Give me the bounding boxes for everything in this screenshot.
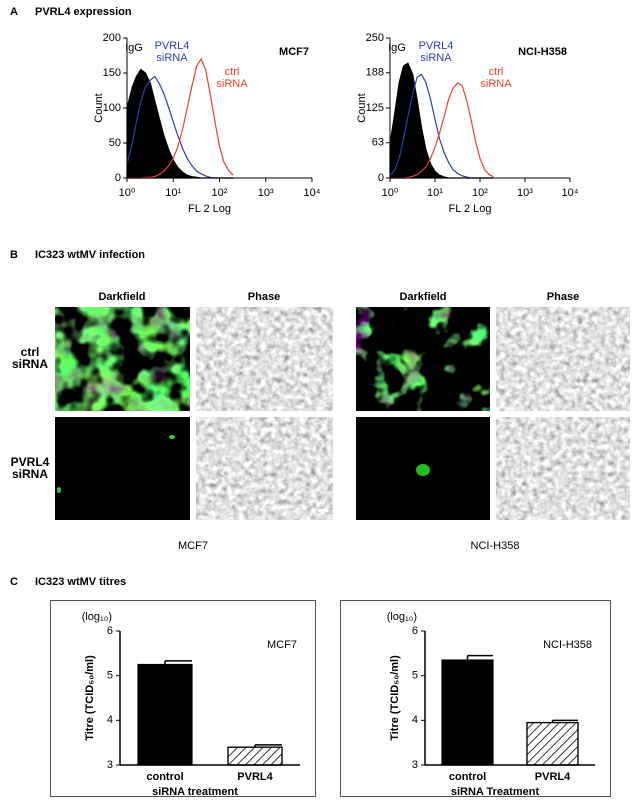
y-tick-label: 125	[366, 102, 384, 114]
y-axis-label: Count	[93, 93, 105, 122]
y-unit-label: (log₁₀)	[82, 611, 112, 623]
series-label: PVRL4 siRNA	[418, 40, 454, 64]
column-header: Darkfield	[98, 291, 145, 303]
x-tick-label: 10²	[212, 187, 228, 199]
x-tick-label: 10⁰	[382, 187, 399, 199]
cell-line-label: NCI-H358	[471, 540, 520, 552]
column-header: Phase	[248, 291, 280, 303]
x-axis-label: FL 2 Log	[188, 203, 231, 215]
infection-signal	[356, 307, 490, 411]
row-label: ctrl siRNA	[11, 345, 48, 371]
panel-title: PVRL4 expression	[35, 6, 132, 18]
y-tick-label: 3	[107, 759, 113, 771]
phase-image	[496, 417, 630, 520]
x-tick-label: 10⁰	[119, 187, 136, 199]
chart-title: MCF7	[267, 639, 297, 651]
panel-letter: A	[10, 6, 18, 18]
x-tick-label: 10¹	[427, 187, 443, 199]
y-tick-label: 4	[412, 714, 418, 726]
x-axis-label: FL 2 Log	[448, 203, 491, 215]
x-axis-label: siRNA treatment	[152, 786, 238, 798]
chart-title: MCF7	[279, 46, 309, 58]
series-label: IgG	[125, 42, 143, 54]
bar-hatch	[227, 746, 283, 766]
y-tick-label: 188	[366, 67, 384, 79]
x-tick-label: PVRL4	[237, 771, 273, 783]
y-tick-label: 5	[107, 670, 113, 682]
x-tick-label: PVRL4	[535, 771, 571, 783]
y-tick-label: 0	[378, 172, 384, 184]
y-tick-label: 250	[366, 32, 384, 44]
infection-signal	[416, 464, 430, 476]
y-axis-label: Count	[356, 93, 368, 122]
panel-title: IC323 wtMV titres	[35, 576, 126, 588]
series-label: ctrl siRNA	[216, 66, 248, 90]
series-label: PVRL4 siRNA	[154, 40, 190, 64]
chart-title: NCI-H358	[543, 639, 592, 651]
bar-hatch	[526, 721, 579, 766]
bar	[137, 663, 193, 766]
y-unit-label: (log₁₀)	[387, 611, 417, 623]
infection-signal	[55, 307, 190, 411]
phase-image	[196, 417, 333, 520]
y-tick-label: 0	[115, 172, 121, 184]
x-tick-label: control	[449, 771, 486, 783]
y-tick-label: 3	[412, 759, 418, 771]
micrographs	[55, 307, 630, 520]
panel-letter: B	[10, 249, 18, 261]
series-label: ctrl siRNA	[480, 66, 512, 90]
y-axis-label: Titre (TCID₅₀/ml)	[84, 655, 96, 741]
y-axis-label: Titre (TCID₅₀/ml)	[389, 655, 401, 741]
chart-frame	[50, 600, 316, 797]
x-axis-label: siRNA Treatment	[451, 786, 540, 798]
row-label: PVRL4 siRNA	[10, 455, 50, 481]
panel-letter: C	[10, 576, 18, 588]
y-tick-label: 6	[107, 625, 113, 637]
y-tick-label: 4	[107, 714, 113, 726]
y-tick-label: 6	[412, 625, 418, 637]
y-tick-label: 200	[103, 32, 121, 44]
series-label: IgG	[388, 42, 406, 54]
chart-title: NCI-H358	[518, 46, 567, 58]
cell-line-label: MCF7	[178, 540, 208, 552]
x-tick-label: control	[146, 771, 183, 783]
scale-bar	[318, 509, 328, 512]
bar	[441, 659, 494, 766]
y-tick-label: 150	[103, 67, 121, 79]
darkfield-image	[55, 417, 190, 520]
column-header: Phase	[547, 291, 579, 303]
x-tick-label: 10³	[517, 187, 533, 199]
y-tick-label: 5	[412, 670, 418, 682]
x-tick-label: 10²	[472, 187, 488, 199]
infection-signal	[57, 487, 61, 493]
x-tick-label: 10⁴	[304, 187, 321, 199]
phase-image	[196, 307, 333, 411]
x-tick-label: 10³	[258, 187, 274, 199]
x-tick-label: 10⁴	[562, 187, 579, 199]
panel-title: IC323 wtMV infection	[35, 249, 145, 261]
y-tick-label: 50	[109, 137, 121, 149]
y-tick-label: 100	[103, 102, 121, 114]
column-header: Darkfield	[399, 291, 446, 303]
x-tick-label: 10¹	[165, 187, 181, 199]
infection-signal	[169, 435, 175, 439]
chart-frame	[340, 600, 611, 797]
y-tick-label: 63	[372, 137, 384, 149]
histogram-line	[127, 57, 234, 179]
phase-image	[496, 307, 630, 411]
